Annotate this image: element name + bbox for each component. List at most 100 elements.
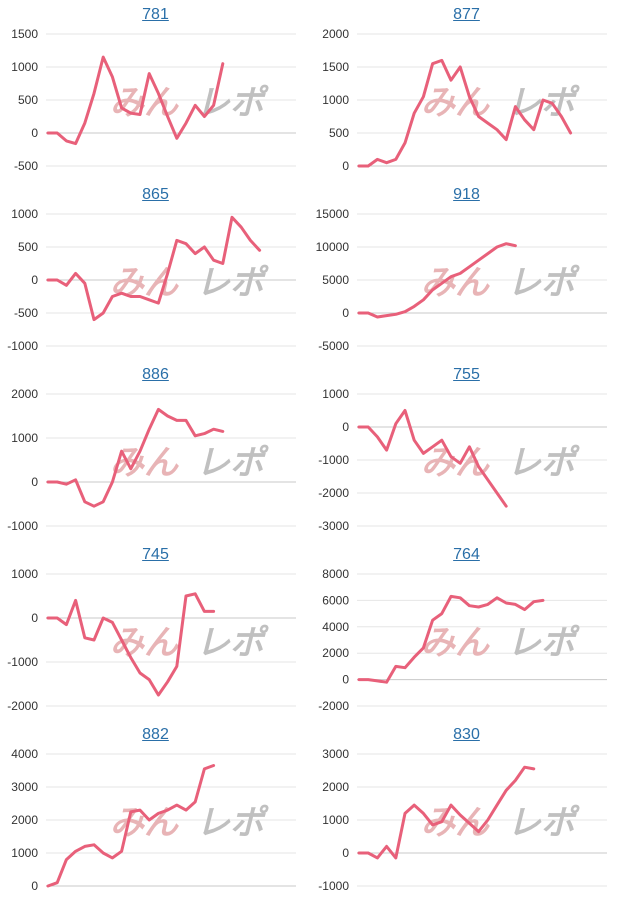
y-tick-label: 4000 (322, 620, 349, 634)
chart-title-link[interactable]: 865 (142, 186, 169, 203)
chart-title-link[interactable]: 886 (142, 366, 169, 383)
y-tick-label: 1000 (322, 813, 349, 827)
y-tick-label: 0 (342, 846, 349, 860)
chart-panel-877: 877 0 500 1000 1500 2000 みん レポ (311, 0, 622, 180)
y-tick-label: 0 (31, 475, 38, 489)
watermark-text: レポ (196, 83, 269, 123)
watermark-text: みん (110, 443, 179, 483)
chart-panel-882: 882 0 1000 2000 3000 4000 みん レポ (0, 720, 311, 900)
series-line (46, 215, 262, 322)
chart-panel-781: 781 -500 0 500 1000 1500 みん レポ (0, 0, 311, 180)
line-chart: -2000 -1000 0 1000 みん レポ (7, 567, 296, 713)
y-tick-label: 0 (31, 273, 38, 287)
watermark-text: レポ (507, 443, 580, 483)
watermark-text: レポ (196, 443, 269, 483)
series-line (357, 58, 573, 168)
y-tick-label: -1000 (318, 453, 349, 467)
y-tick-label: 1500 (11, 27, 38, 41)
series-line (357, 409, 508, 508)
y-tick-label: 1000 (322, 387, 349, 401)
series-line (46, 764, 216, 888)
y-tick-label: -3000 (318, 519, 349, 533)
y-tick-label: 2000 (11, 813, 38, 827)
y-tick-label: 15000 (316, 207, 350, 221)
y-tick-label: -1000 (7, 339, 38, 353)
y-tick-label: 2000 (11, 387, 38, 401)
series-line (46, 592, 216, 697)
watermark-text: レポ (507, 803, 580, 843)
chart-panel-865: 865 -1000 -500 0 500 1000 みん レポ (0, 180, 311, 360)
y-tick-label: -5000 (318, 339, 349, 353)
line-chart: -5000 0 5000 10000 15000 みん レポ (316, 207, 607, 353)
y-tick-label: 3000 (11, 780, 38, 794)
y-tick-label: 0 (342, 306, 349, 320)
y-tick-label: 500 (329, 126, 349, 140)
y-tick-label: 1000 (11, 207, 38, 221)
chart-panel-918: 918 -5000 0 5000 10000 15000 みん レポ (311, 180, 622, 360)
y-tick-label: -500 (14, 159, 38, 173)
y-tick-label: 8000 (322, 567, 349, 581)
series-line (357, 765, 536, 860)
y-tick-label: 6000 (322, 593, 349, 607)
series-line (46, 407, 225, 508)
y-tick-label: 1000 (11, 846, 38, 860)
y-tick-label: 1000 (11, 60, 38, 74)
y-tick-label: 3000 (322, 747, 349, 761)
watermark-text: レポ (196, 623, 269, 663)
y-tick-label: 1000 (11, 567, 38, 581)
series-line (357, 242, 517, 319)
y-tick-label: 1000 (11, 431, 38, 445)
y-tick-label: 10000 (316, 240, 350, 254)
y-tick-label: -1000 (7, 655, 38, 669)
y-tick-label: 1500 (322, 60, 349, 74)
y-tick-label: 2000 (322, 646, 349, 660)
chart-title-link[interactable]: 877 (453, 6, 480, 23)
series-line (46, 55, 225, 146)
y-tick-label: 500 (18, 93, 38, 107)
chart-panel-745: 745 -2000 -1000 0 1000 みん レポ (0, 540, 311, 720)
chart-title-link[interactable]: 764 (453, 546, 480, 563)
y-tick-label: 5000 (322, 273, 349, 287)
y-tick-label: 0 (342, 420, 349, 434)
line-chart: -2000 0 2000 4000 6000 8000 みん レポ (318, 567, 607, 713)
chart-panel-755: 755 -3000 -2000 -1000 0 1000 みん レポ (311, 360, 622, 540)
y-tick-label: 0 (31, 126, 38, 140)
y-tick-label: 2000 (322, 27, 349, 41)
chart-title-link[interactable]: 882 (142, 726, 169, 743)
watermark-text: レポ (196, 263, 269, 303)
chart-title-link[interactable]: 755 (453, 366, 480, 383)
chart-panel-830: 830 -1000 0 1000 2000 3000 みん レポ (311, 720, 622, 900)
y-tick-label: -2000 (318, 699, 349, 713)
watermark-text: みん (421, 263, 490, 303)
y-tick-label: 4000 (11, 747, 38, 761)
chart-title-link[interactable]: 781 (142, 6, 169, 23)
y-tick-label: 1000 (322, 93, 349, 107)
chart-panel-764: 764 -2000 0 2000 4000 6000 8000 みん レポ (311, 540, 622, 720)
y-tick-label: 0 (31, 611, 38, 625)
y-tick-label: 500 (18, 240, 38, 254)
y-tick-label: 0 (342, 159, 349, 173)
y-tick-label: -1000 (7, 519, 38, 533)
y-tick-label: 0 (31, 879, 38, 893)
watermark-text: レポ (507, 263, 580, 303)
line-chart: -1000 0 1000 2000 みん レポ (7, 387, 296, 533)
y-tick-label: -1000 (318, 879, 349, 893)
y-tick-label: 0 (342, 673, 349, 687)
watermark-text: みん (421, 623, 490, 663)
chart-title-link[interactable]: 830 (453, 726, 480, 743)
chart-title-link[interactable]: 745 (142, 546, 169, 563)
y-tick-label: -500 (14, 306, 38, 320)
y-tick-label: -2000 (7, 699, 38, 713)
chart-panel-886: 886 -1000 0 1000 2000 みん レポ (0, 360, 311, 540)
y-tick-label: 2000 (322, 780, 349, 794)
series-line (357, 594, 545, 684)
watermark-text: レポ (507, 623, 580, 663)
y-tick-label: -2000 (318, 486, 349, 500)
watermark-text: みん (110, 623, 179, 663)
chart-title-link[interactable]: 918 (453, 186, 480, 203)
